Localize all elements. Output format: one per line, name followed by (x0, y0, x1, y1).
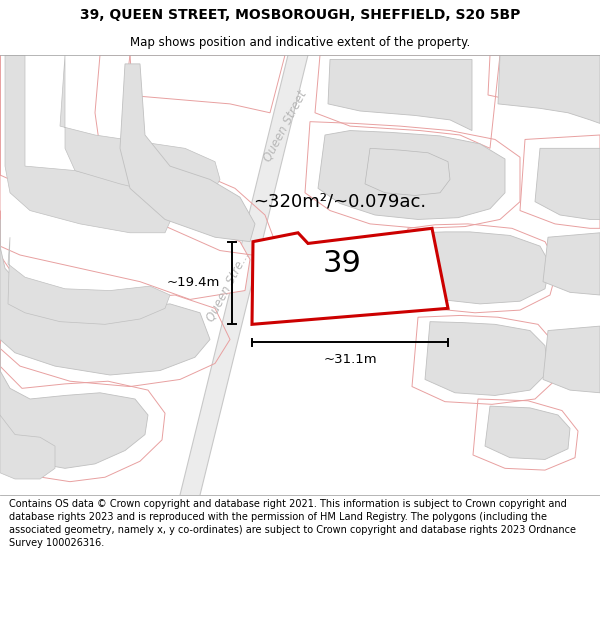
Text: Queen Stre...: Queen Stre... (204, 249, 252, 324)
Polygon shape (252, 228, 448, 324)
Polygon shape (535, 148, 600, 219)
Polygon shape (485, 406, 570, 459)
Polygon shape (120, 64, 255, 242)
Polygon shape (180, 55, 308, 495)
Polygon shape (0, 219, 210, 375)
Polygon shape (0, 415, 55, 479)
Text: ~31.1m: ~31.1m (323, 352, 377, 366)
Polygon shape (543, 232, 600, 295)
Polygon shape (5, 55, 175, 233)
Polygon shape (8, 238, 170, 324)
Polygon shape (415, 232, 550, 304)
Polygon shape (328, 59, 472, 131)
Text: ~19.4m: ~19.4m (167, 276, 220, 289)
Text: 39: 39 (322, 249, 361, 278)
Polygon shape (318, 131, 505, 219)
Text: Map shows position and indicative extent of the property.: Map shows position and indicative extent… (130, 36, 470, 49)
Text: 39, QUEEN STREET, MOSBOROUGH, SHEFFIELD, S20 5BP: 39, QUEEN STREET, MOSBOROUGH, SHEFFIELD,… (80, 8, 520, 22)
Text: Queen Street: Queen Street (261, 88, 309, 164)
Polygon shape (0, 55, 250, 299)
Polygon shape (365, 148, 450, 196)
Polygon shape (60, 55, 220, 198)
Text: Contains OS data © Crown copyright and database right 2021. This information is : Contains OS data © Crown copyright and d… (9, 499, 576, 549)
Polygon shape (543, 326, 600, 392)
Text: ~320m²/~0.079ac.: ~320m²/~0.079ac. (253, 192, 427, 211)
Polygon shape (498, 55, 600, 124)
Polygon shape (425, 322, 548, 396)
Polygon shape (0, 344, 148, 468)
